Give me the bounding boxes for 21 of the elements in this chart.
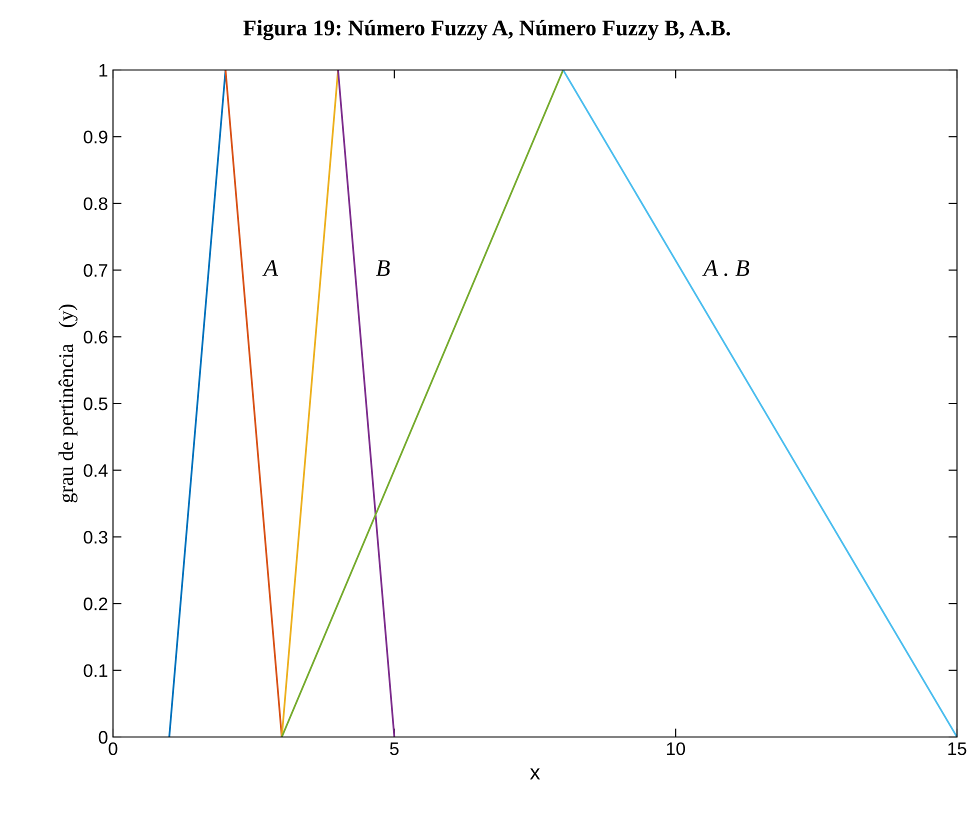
y-tick-label: 0.5 — [84, 397, 108, 410]
x-axis-title: x — [530, 768, 540, 780]
y-tick-label: 1 — [99, 64, 108, 77]
chart-title: Figura 19: Número Fuzzy A, Número Fuzzy B, A.B. — [243, 20, 730, 40]
y-axis-title: grau de pertinência (y) — [58, 304, 78, 502]
y-tick-label: 0.1 — [84, 664, 108, 678]
annotation: A — [262, 260, 278, 276]
y-tick-label: 0.4 — [84, 464, 108, 477]
y-tick-label: 0.7 — [84, 264, 108, 277]
x-tick-label: 0 — [108, 742, 118, 756]
y-tick-label: 0.6 — [84, 330, 108, 344]
x-tick-label: 10 — [667, 742, 686, 756]
y-tick-label: 0.8 — [84, 197, 108, 210]
y-tick-label: 0.9 — [84, 130, 108, 144]
annotation: B — [376, 260, 390, 276]
annotation: A . B — [702, 260, 750, 276]
y-tick-label: 0 — [98, 730, 108, 744]
x-tick-label: 15 — [948, 742, 966, 756]
x-tick-label: 5 — [390, 742, 399, 756]
y-tick-label: 0.2 — [84, 598, 108, 610]
y-tick-label: 0.3 — [84, 530, 108, 544]
